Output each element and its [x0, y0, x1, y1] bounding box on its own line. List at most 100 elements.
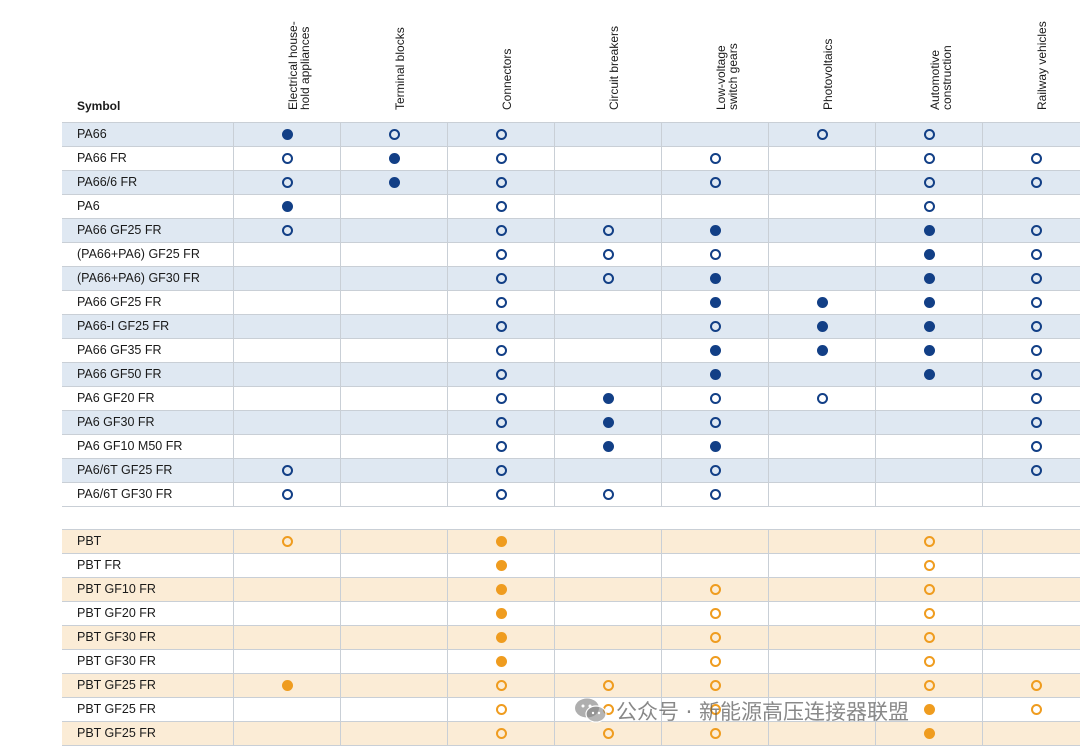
open-circle-icon [816, 393, 828, 404]
cell-photovoltaics [768, 411, 875, 434]
open-circle-icon [495, 321, 507, 332]
cell-terminal [340, 363, 447, 386]
open-circle-icon [495, 345, 507, 356]
open-circle-icon [923, 201, 935, 212]
material-symbol: PBT GF25 FR [77, 702, 156, 716]
filled-circle-icon [495, 584, 507, 595]
cell-connectors [447, 722, 554, 745]
cell-railway [982, 722, 1080, 745]
cell-connectors [447, 387, 554, 410]
cell-railway [982, 650, 1080, 673]
column-header-automotive: Automotive construction [875, 0, 982, 116]
cell-electrical [233, 195, 340, 218]
cell-photovoltaics [768, 698, 875, 721]
cell-lowvoltage [661, 602, 768, 625]
filled-circle-icon [602, 441, 614, 452]
cell-circuit [554, 363, 661, 386]
open-circle-icon [709, 608, 721, 619]
filled-circle-icon [923, 225, 935, 236]
open-circle-icon [602, 728, 614, 739]
cell-connectors [447, 315, 554, 338]
cell-photovoltaics [768, 722, 875, 745]
cell-connectors [447, 147, 554, 170]
table-row: PA66 GF50 FR [62, 363, 1080, 387]
cell-photovoltaics [768, 291, 875, 314]
cell-lowvoltage [661, 722, 768, 745]
cell-circuit [554, 147, 661, 170]
table-header: Symbol Electrical house-hold appliances T… [0, 0, 1080, 122]
pa-materials-group: PA66 PA66 FR PA66/6 FR PA6 PA66 GF25 FR (PA66… [62, 122, 1080, 507]
open-circle-icon [495, 369, 507, 380]
cell-electrical [233, 339, 340, 362]
open-circle-icon [709, 153, 721, 164]
cell-circuit [554, 243, 661, 266]
cell-automotive [875, 674, 982, 697]
cell-photovoltaics [768, 339, 875, 362]
open-circle-icon [1030, 441, 1042, 452]
cell-photovoltaics [768, 387, 875, 410]
cell-circuit [554, 267, 661, 290]
cell-photovoltaics [768, 219, 875, 242]
cell-terminal [340, 195, 447, 218]
cell-electrical [233, 483, 340, 506]
open-circle-icon [923, 129, 935, 140]
open-circle-icon [709, 249, 721, 260]
open-circle-icon [388, 129, 400, 140]
open-circle-icon [1030, 369, 1042, 380]
table-row: PBT GF25 FR [62, 722, 1080, 746]
open-circle-icon [495, 704, 507, 715]
cell-lowvoltage [661, 195, 768, 218]
cell-terminal [340, 339, 447, 362]
open-circle-icon [923, 177, 935, 188]
cell-electrical [233, 123, 340, 146]
cell-connectors [447, 626, 554, 649]
material-symbol: PA6 GF20 FR [77, 391, 155, 405]
cell-automotive [875, 578, 982, 601]
filled-circle-icon [923, 321, 935, 332]
filled-circle-icon [709, 369, 721, 380]
cell-circuit [554, 123, 661, 146]
cell-lowvoltage [661, 171, 768, 194]
cell-terminal [340, 578, 447, 601]
cell-automotive [875, 363, 982, 386]
filled-circle-icon [816, 345, 828, 356]
column-header-text: Low-voltage switch gears [714, 43, 740, 110]
cell-electrical [233, 291, 340, 314]
cell-terminal [340, 147, 447, 170]
open-circle-icon [495, 153, 507, 164]
pbt-materials-group: PBT PBT FR PBT GF10 FR PBT GF20 FR PBT GF30 … [62, 529, 1080, 746]
cell-railway [982, 315, 1080, 338]
cell-lowvoltage [661, 483, 768, 506]
open-circle-icon [602, 225, 614, 236]
column-header-text: Connectors [500, 49, 514, 110]
cell-automotive [875, 459, 982, 482]
open-circle-icon [281, 489, 293, 500]
table-row: PBT GF30 FR [62, 626, 1080, 650]
cell-circuit [554, 602, 661, 625]
cell-photovoltaics [768, 363, 875, 386]
table-row: PBT [62, 530, 1080, 554]
cell-circuit [554, 411, 661, 434]
cell-terminal [340, 602, 447, 625]
open-circle-icon [709, 321, 721, 332]
cell-terminal [340, 626, 447, 649]
table-row: PA66 GF25 FR [62, 291, 1080, 315]
cell-circuit [554, 483, 661, 506]
filled-circle-icon [709, 225, 721, 236]
table-row: PBT GF20 FR [62, 602, 1080, 626]
cell-automotive [875, 195, 982, 218]
cell-lowvoltage [661, 650, 768, 673]
open-circle-icon [1030, 249, 1042, 260]
cell-electrical [233, 626, 340, 649]
table-row: PA6 GF10 M50 FR [62, 435, 1080, 459]
cell-terminal [340, 243, 447, 266]
table-row: PBT GF25 FR [62, 698, 1080, 722]
material-symbol: PA66 [77, 127, 107, 141]
cell-connectors [447, 459, 554, 482]
cell-lowvoltage [661, 530, 768, 553]
cell-railway [982, 674, 1080, 697]
table-row: PA66 [62, 123, 1080, 147]
filled-circle-icon [495, 656, 507, 667]
filled-circle-icon [709, 441, 721, 452]
filled-circle-icon [495, 560, 507, 571]
